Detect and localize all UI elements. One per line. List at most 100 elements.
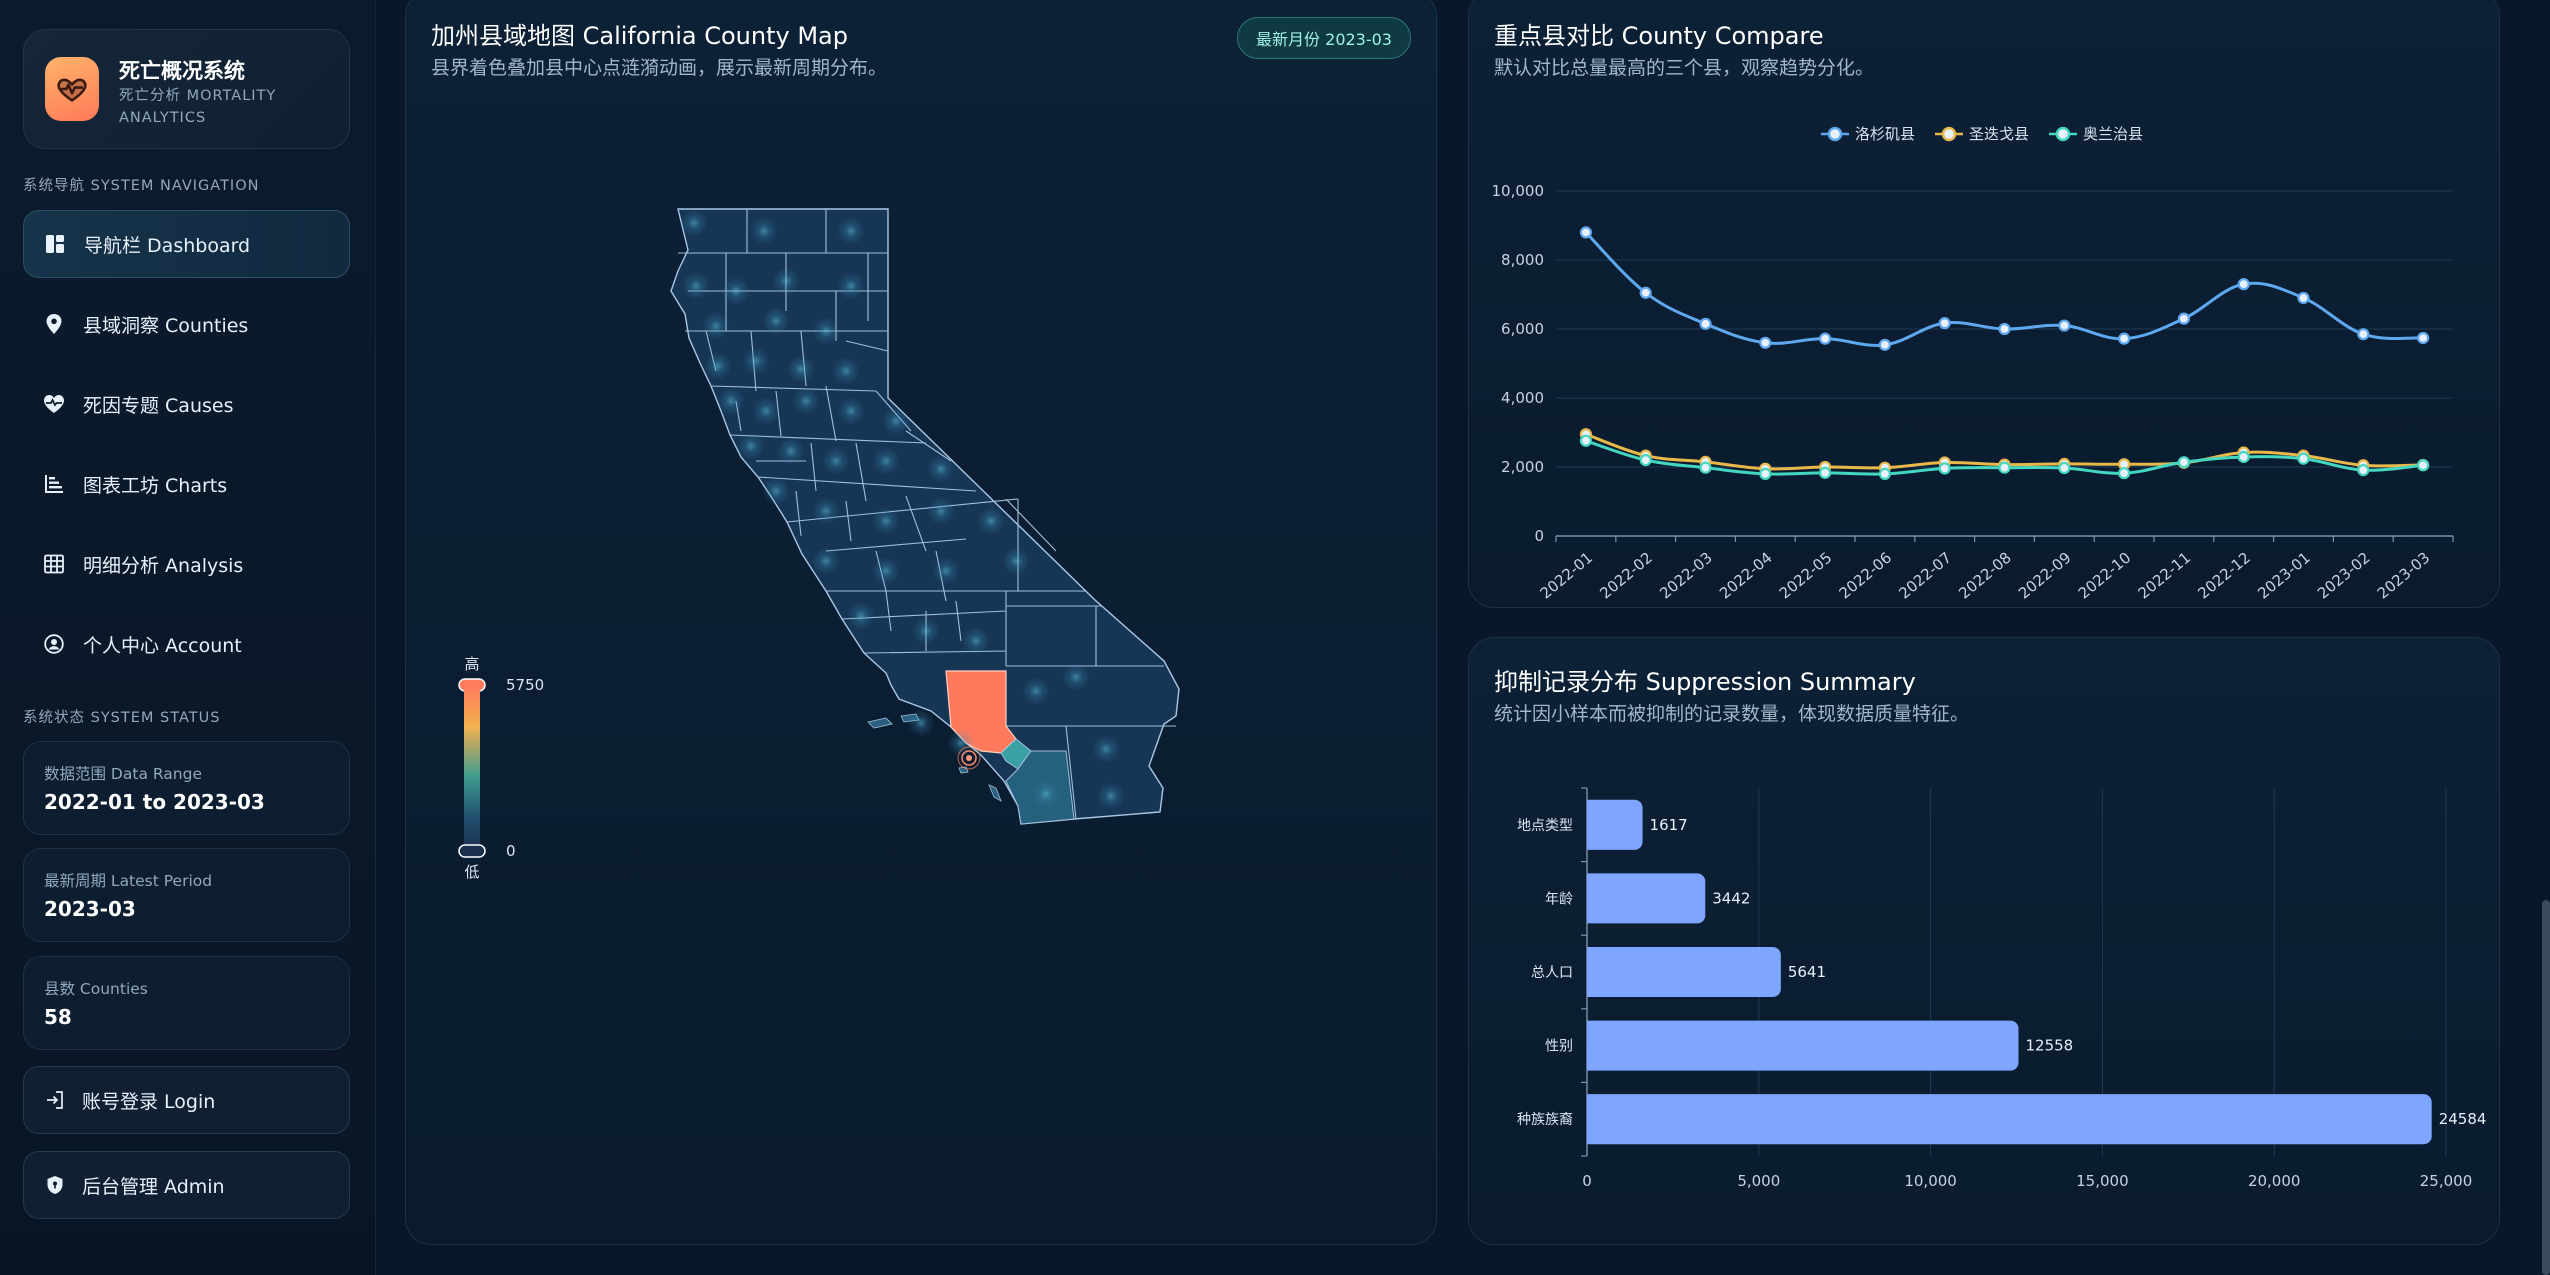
- stat-value: 2022-01 to 2023-03: [44, 790, 265, 814]
- bar: [1587, 1094, 2432, 1145]
- x-tick-label: 2022-11: [2135, 548, 2195, 602]
- x-tick-label: 2022-01: [1537, 548, 1597, 602]
- x-tick-label: 2022-05: [1776, 548, 1836, 602]
- series-point: [1819, 332, 1832, 345]
- admin-button[interactable]: 后台管理 Admin: [23, 1151, 350, 1219]
- legend-label: 奥兰治县: [2083, 125, 2143, 143]
- legend-swatch-dot: [2055, 126, 2071, 142]
- series-point: [1699, 317, 1712, 330]
- nav-item-account[interactable]: 个人中心 Account: [23, 610, 350, 678]
- suppression-panel-title: 抑制记录分布 Suppression Summary: [1494, 668, 1916, 696]
- series-point: [1759, 336, 1772, 349]
- stat-label: 数据范围 Data Range: [44, 765, 202, 783]
- series-point: [2416, 331, 2430, 345]
- nav-label-charts: 图表工坊 Charts: [83, 474, 228, 497]
- stat-value: 58: [44, 1005, 72, 1029]
- series-point: [1998, 461, 2011, 474]
- bar: [1587, 1020, 2019, 1071]
- y-tick-label: 性别: [1545, 1039, 1573, 1055]
- legend-entry: 圣迭戈县: [1935, 125, 2029, 143]
- x-tick-label: 2022-06: [1836, 548, 1896, 602]
- legend-label: 圣迭戈县: [1969, 125, 2029, 143]
- california-map[interactable]: 高 低 5750 0: [406, 0, 1438, 1246]
- bar-value-label: 12558: [2025, 1037, 2073, 1055]
- map-panel-subtitle: 县界着色叠加县中心点涟漪动画，展示最新周期分布。: [431, 57, 888, 79]
- nav-item-counties[interactable]: 县域洞察 Counties: [23, 290, 350, 358]
- series-point: [1998, 322, 2011, 336]
- admin-label: 后台管理 Admin: [82, 1175, 225, 1198]
- nav-item-charts[interactable]: 图表工坊 Charts: [23, 450, 350, 518]
- legend-min-handle[interactable]: [458, 844, 486, 858]
- table-icon: [43, 553, 65, 575]
- bar: [1587, 873, 1706, 924]
- bar-value-label: 3442: [1712, 889, 1750, 907]
- series-point: [1639, 286, 1652, 299]
- heart-pulse-icon: [43, 393, 65, 415]
- map-panel: 加州县域地图 California County Map 县界着色叠加县中心点涟…: [405, 0, 1437, 1245]
- compare-panel-title: 重点县对比 County Compare: [1494, 22, 1824, 50]
- series-point: [1938, 317, 1951, 330]
- x-tick-label: 2023-03: [2374, 548, 2434, 602]
- series-point: [2357, 464, 2370, 477]
- x-tick-label: 25,000: [2420, 1172, 2473, 1190]
- nav-label-causes: 死因专题 Causes: [83, 394, 234, 417]
- series-point: [2117, 467, 2131, 480]
- nav-item-analysis[interactable]: 明细分析 Analysis: [23, 530, 350, 598]
- latest-month-badge: 最新月份 2023-03: [1237, 17, 1411, 59]
- legend-swatch-dot: [1827, 126, 1843, 142]
- series-point: [1819, 466, 1832, 479]
- series-point: [1759, 467, 1772, 480]
- series-point: [2357, 328, 2370, 341]
- nav-label-account: 个人中心 Account: [83, 634, 242, 657]
- legend-high-label: 高: [464, 655, 479, 673]
- x-tick-label: 2023-01: [2254, 548, 2314, 602]
- login-button[interactable]: 账号登录 Login: [23, 1066, 350, 1134]
- bar-value-label: 1617: [1650, 816, 1688, 834]
- stat-card-latest-period: 最新周期 Latest Period 2023-03: [23, 848, 350, 942]
- county-center-ripples: [680, 209, 1125, 810]
- y-tick-label: 总人口: [1531, 965, 1573, 981]
- y-tick-label: 6,000: [1501, 320, 1544, 338]
- series-point: [1579, 434, 1593, 447]
- county-compare-panel: 重点县对比 County Compare 默认对比总量最高的三个县，观察趋势分化…: [1468, 0, 2500, 608]
- x-tick-label: 0: [1582, 1172, 1592, 1190]
- series-point: [1938, 462, 1951, 475]
- nav-section-label: 系统导航 SYSTEM NAVIGATION: [23, 178, 260, 194]
- login-label: 账号登录 Login: [82, 1090, 216, 1113]
- login-icon: [44, 1089, 66, 1111]
- series-point: [2058, 461, 2071, 475]
- series-point: [2297, 452, 2310, 465]
- status-section-label: 系统状态 SYSTEM STATUS: [23, 710, 221, 726]
- bar: [1587, 799, 1643, 850]
- suppression-bar-chart[interactable]: 0 5,000 10,000 15,000 20,000 25,000 地点类型 1617 年龄…: [1469, 638, 2501, 1246]
- x-tick-label: 2022-02: [1596, 548, 1656, 602]
- series-point: [2177, 312, 2191, 325]
- brand-subtitle: 死亡分析 MORTALITY ANALYTICS: [119, 88, 277, 126]
- suppression-panel-subtitle: 统计因小样本而被抑制的记录数量，体现数据质量特征。: [1494, 703, 1970, 725]
- nav-item-dashboard[interactable]: 导航栏 Dashboard: [23, 210, 350, 278]
- y-tick-label: 2,000: [1501, 458, 1544, 476]
- heartbeat-icon: [45, 57, 99, 121]
- brand-card[interactable]: 死亡概况系统 死亡分析 MORTALITY ANALYTICS: [23, 29, 350, 149]
- stat-value: 2023-03: [44, 897, 136, 921]
- stat-card-counties: 县数 Counties 58: [23, 956, 350, 1050]
- y-tick-label: 10,000: [1492, 182, 1545, 200]
- bar-value-label: 5641: [1788, 963, 1826, 981]
- series-point: [1639, 454, 1652, 467]
- nav-label-dashboard: 导航栏 Dashboard: [84, 234, 251, 257]
- nav-item-causes[interactable]: 死因专题 Causes: [23, 370, 350, 438]
- y-tick-label: 8,000: [1501, 251, 1544, 269]
- page-scrollbar[interactable]: [2542, 900, 2550, 1275]
- shield-icon: [44, 1174, 66, 1196]
- map-panel-title: 加州县域地图 California County Map: [431, 22, 848, 50]
- bar-value-label: 24584: [2439, 1110, 2487, 1128]
- map-legend[interactable]: 高 低 5750 0: [458, 655, 544, 881]
- sidebar: 死亡概况系统 死亡分析 MORTALITY ANALYTICS 系统导航 SYS…: [0, 0, 376, 1275]
- bar: [1587, 946, 1781, 998]
- series-point: [2237, 278, 2250, 291]
- series-point: [1699, 461, 1712, 474]
- x-tick-label: 15,000: [2076, 1172, 2129, 1190]
- series-point: [2058, 319, 2071, 332]
- y-tick-label: 4,000: [1501, 389, 1544, 407]
